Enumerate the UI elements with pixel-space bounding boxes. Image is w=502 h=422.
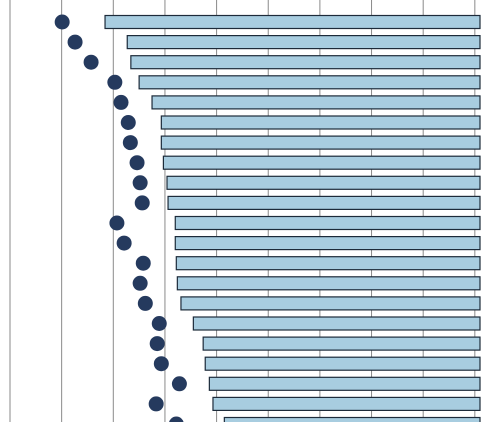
dot <box>113 94 129 110</box>
dot <box>135 255 151 271</box>
dot <box>109 215 125 231</box>
bar <box>160 135 481 150</box>
bar <box>167 195 481 210</box>
bar <box>204 356 481 371</box>
bar <box>130 55 481 70</box>
bar <box>166 175 481 190</box>
dot <box>107 74 123 90</box>
dot <box>151 316 167 331</box>
bar <box>126 34 481 50</box>
bar <box>104 14 481 30</box>
dot <box>120 115 136 130</box>
bar <box>175 256 481 271</box>
dot <box>67 34 83 50</box>
dot <box>137 295 153 311</box>
bar <box>138 75 481 90</box>
dot <box>132 175 148 191</box>
bar <box>162 155 481 170</box>
dot <box>122 135 138 151</box>
bar <box>208 376 481 391</box>
bar <box>192 316 481 331</box>
dot <box>129 155 145 171</box>
bar <box>202 336 481 351</box>
dot <box>149 336 165 352</box>
dot <box>132 275 148 291</box>
dot <box>169 416 184 422</box>
dot <box>153 356 169 372</box>
bar <box>151 95 481 110</box>
bar <box>160 115 481 130</box>
dot <box>134 195 150 211</box>
bar <box>176 276 481 291</box>
dot <box>54 14 70 30</box>
bar <box>223 416 481 422</box>
bar <box>174 236 481 251</box>
bar <box>180 296 481 311</box>
bar <box>174 215 481 231</box>
dot <box>171 376 187 392</box>
dot <box>83 54 99 70</box>
dot <box>116 235 132 251</box>
dot <box>148 396 164 412</box>
bar <box>212 396 481 411</box>
